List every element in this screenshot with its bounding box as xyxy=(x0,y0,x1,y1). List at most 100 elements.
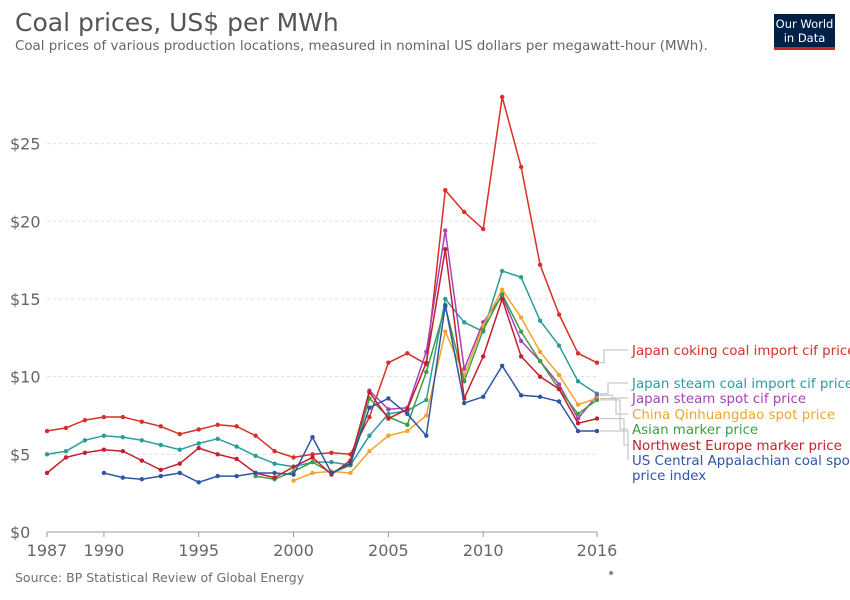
series-line xyxy=(46,270,598,468)
series-line xyxy=(255,293,598,480)
data-point xyxy=(101,447,107,452)
data-point xyxy=(424,413,429,418)
data-point xyxy=(177,447,182,452)
data-point xyxy=(139,458,145,463)
x-tick-label: 1990 xyxy=(84,541,125,560)
data-point xyxy=(158,424,163,429)
data-point xyxy=(594,416,600,421)
data-point xyxy=(481,394,486,400)
y-tick-label: $25 xyxy=(10,135,41,154)
data-point xyxy=(329,450,334,455)
data-point xyxy=(272,449,277,454)
data-point xyxy=(367,414,372,420)
footer-dot: • xyxy=(607,566,616,582)
data-point xyxy=(386,396,391,401)
data-point xyxy=(499,292,505,297)
y-tick-label: $5 xyxy=(10,445,30,464)
owid-logo[interactable]: Our World in Data xyxy=(774,14,835,50)
legend-label: US Central Appalachian coal spot xyxy=(632,454,850,469)
logo-line-1: Our World xyxy=(775,17,834,31)
data-point xyxy=(575,428,581,434)
data-point xyxy=(234,424,239,429)
data-point xyxy=(101,470,107,476)
data-point xyxy=(462,209,467,215)
data-point xyxy=(139,438,145,443)
data-point xyxy=(518,393,524,398)
data-point xyxy=(82,438,88,443)
data-point xyxy=(556,386,562,392)
data-point xyxy=(443,247,448,252)
data-point xyxy=(594,393,600,398)
data-point xyxy=(291,455,296,460)
data-point xyxy=(310,459,315,465)
data-point xyxy=(405,351,410,356)
data-point xyxy=(537,262,543,267)
data-point xyxy=(537,374,543,379)
legend-connector xyxy=(600,382,628,395)
data-point xyxy=(575,411,581,417)
data-point xyxy=(499,94,505,100)
data-point xyxy=(101,414,107,420)
data-point xyxy=(443,329,448,334)
data-point xyxy=(443,228,448,233)
series-line xyxy=(349,229,598,464)
x-tick-label: 1987 xyxy=(27,541,68,560)
logo-line-2: in Data xyxy=(783,31,826,45)
data-point xyxy=(215,436,220,441)
data-point xyxy=(367,449,372,454)
data-point xyxy=(63,425,69,431)
chart-title: Coal prices, US$ per MWh xyxy=(15,8,339,37)
data-point xyxy=(386,407,391,412)
data-point xyxy=(367,405,372,410)
data-point xyxy=(82,417,88,423)
data-point xyxy=(499,363,505,368)
data-point xyxy=(556,343,562,348)
data-point xyxy=(253,470,258,476)
data-point xyxy=(348,470,353,476)
data-point xyxy=(556,382,562,387)
data-point xyxy=(348,461,353,466)
data-point xyxy=(405,407,410,412)
legend-label: Japan coking coal import cif price xyxy=(631,344,850,359)
legend-label: Asian marker price xyxy=(632,423,758,438)
data-point xyxy=(82,450,88,455)
data-point xyxy=(158,467,163,473)
data-point xyxy=(424,433,429,438)
x-tick-label: 2010 xyxy=(463,541,504,560)
legend-connector xyxy=(600,397,628,415)
data-point xyxy=(518,329,524,334)
data-point xyxy=(329,459,334,465)
data-point xyxy=(44,470,50,476)
data-point xyxy=(556,399,562,404)
data-point xyxy=(518,338,524,344)
data-point xyxy=(443,296,448,302)
data-point xyxy=(63,455,69,460)
data-point xyxy=(253,453,258,459)
data-point xyxy=(518,315,524,320)
data-point xyxy=(215,452,220,457)
legend-label: Japan steam spot cif price xyxy=(631,392,806,407)
data-point xyxy=(158,473,163,479)
data-point xyxy=(291,472,296,477)
data-point xyxy=(443,188,448,193)
data-point xyxy=(44,452,50,457)
data-point xyxy=(499,268,505,274)
data-point xyxy=(462,366,467,372)
data-point xyxy=(386,360,391,365)
data-point xyxy=(367,433,372,438)
data-point xyxy=(310,452,315,457)
data-point xyxy=(120,449,126,454)
data-point xyxy=(518,164,524,170)
data-point xyxy=(537,358,543,364)
data-point xyxy=(215,473,220,479)
data-point xyxy=(405,411,410,417)
y-tick-label: $0 xyxy=(10,523,30,542)
data-point xyxy=(291,464,296,469)
data-point xyxy=(329,470,334,476)
data-point xyxy=(575,379,581,384)
data-point xyxy=(424,369,429,375)
chart-subtitle: Coal prices of various production locati… xyxy=(15,39,708,54)
data-point xyxy=(481,354,486,359)
data-point xyxy=(158,442,163,448)
data-point xyxy=(196,441,201,446)
